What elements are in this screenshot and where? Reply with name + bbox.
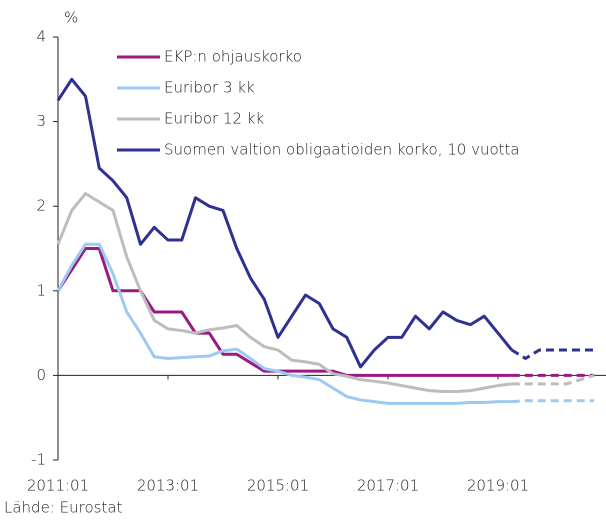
series-line <box>56 247 512 377</box>
y-tick-label: 4 <box>36 28 46 46</box>
x-tick-label: 2017:01 <box>357 477 419 495</box>
forecast-line <box>511 373 595 386</box>
series-line <box>56 192 512 393</box>
forecast-line <box>510 348 595 360</box>
x-tick-label: 2015:01 <box>247 477 309 495</box>
legend-label: EKP:n ohjauskorko <box>164 48 302 66</box>
x-tick-label: 2011:01 <box>27 477 89 495</box>
legend-label: Euribor 3 kk <box>164 79 255 97</box>
y-tick-label: 2 <box>36 197 46 215</box>
legend-label: Suomen valtion obligaatioiden korko, 10 … <box>164 141 520 159</box>
series-line <box>56 242 512 405</box>
source: Lähde: Eurostat <box>4 499 123 517</box>
y-tick-label: 1 <box>36 281 46 299</box>
y-axis-label: % <box>64 9 78 27</box>
series-line <box>56 77 513 369</box>
forecast-line <box>511 399 595 404</box>
x-tick-label: 2013:01 <box>137 477 199 495</box>
y-tick-label: -1 <box>31 451 46 469</box>
y-tick-label: 3 <box>36 112 46 130</box>
legend-label: Euribor 12 kk <box>164 110 264 128</box>
y-tick-label: 0 <box>36 366 46 384</box>
x-tick-label: 2019:01 <box>467 477 529 495</box>
